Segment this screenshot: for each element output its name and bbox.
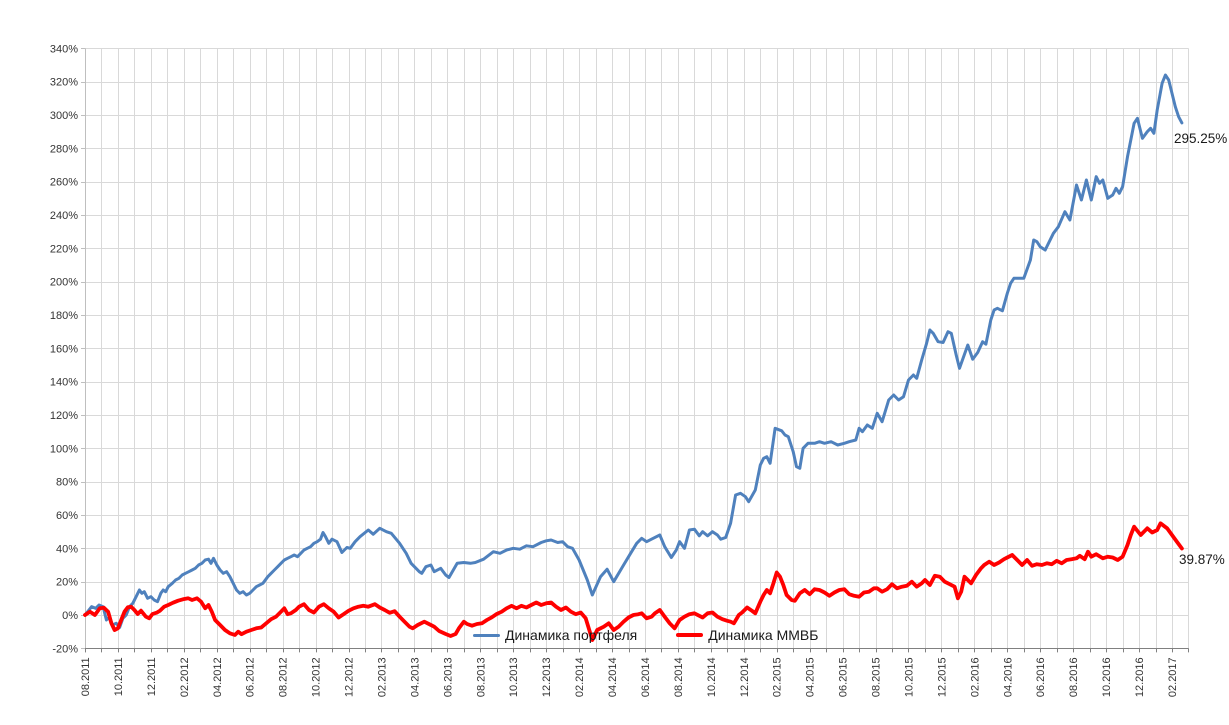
svg-text:06.2015: 06.2015 xyxy=(838,657,850,697)
svg-text:04.2016: 04.2016 xyxy=(1002,657,1014,697)
svg-text:20%: 20% xyxy=(56,577,78,589)
svg-text:280%: 280% xyxy=(50,143,78,155)
svg-text:320%: 320% xyxy=(50,77,78,89)
svg-text:-20%: -20% xyxy=(52,643,78,655)
svg-text:04.2015: 04.2015 xyxy=(805,657,817,697)
svg-text:04.2013: 04.2013 xyxy=(409,657,421,697)
legend-label-portfolio: Динамика портфеля xyxy=(505,627,638,643)
svg-text:02.2013: 02.2013 xyxy=(376,657,388,697)
svg-text:10.2013: 10.2013 xyxy=(508,657,520,697)
x-axis-ticks xyxy=(85,648,1189,653)
svg-text:240%: 240% xyxy=(50,210,78,222)
axis-lines xyxy=(81,48,1189,653)
legend-item-portfolio: Динамика портфеля xyxy=(473,627,637,643)
svg-text:02.2014: 02.2014 xyxy=(574,657,586,697)
svg-text:120%: 120% xyxy=(50,410,78,422)
svg-text:08.2012: 08.2012 xyxy=(278,657,290,697)
svg-text:12.2015: 12.2015 xyxy=(936,657,948,697)
svg-text:12.2012: 12.2012 xyxy=(344,657,356,697)
svg-text:04.2012: 04.2012 xyxy=(212,657,224,697)
svg-text:12.2011: 12.2011 xyxy=(146,657,158,696)
svg-text:10.2016: 10.2016 xyxy=(1101,657,1113,697)
svg-text:100%: 100% xyxy=(50,443,78,455)
svg-text:10.2014: 10.2014 xyxy=(706,657,718,697)
svg-text:10.2011: 10.2011 xyxy=(113,657,125,696)
svg-text:12.2014: 12.2014 xyxy=(739,657,751,697)
svg-text:60%: 60% xyxy=(56,510,78,522)
legend-label-mmvb: Динамика ММВБ xyxy=(708,627,819,643)
svg-text:220%: 220% xyxy=(50,243,78,255)
svg-text:200%: 200% xyxy=(50,277,78,289)
legend-item-mmvb: Динамика ММВБ xyxy=(676,627,818,643)
svg-text:08.2015: 08.2015 xyxy=(871,657,883,697)
legend: Динамика портфеля Динамика ММВБ xyxy=(473,627,818,643)
svg-text:140%: 140% xyxy=(50,377,78,389)
y-axis-labels: 340% 320% 300% 280% 260% 240% 220% 200% 180% 160%… xyxy=(50,43,78,655)
svg-text:08.2011: 08.2011 xyxy=(80,657,92,696)
svg-text:12.2016: 12.2016 xyxy=(1134,657,1146,697)
svg-text:02.2012: 02.2012 xyxy=(179,657,191,697)
svg-text:08.2013: 08.2013 xyxy=(475,657,487,697)
mmvb-line-sample-icon xyxy=(676,633,704,637)
svg-text:0%: 0% xyxy=(62,610,78,622)
portfolio-series-line xyxy=(83,73,1184,629)
mmvb-final-value-label: 39.87% xyxy=(1179,552,1225,567)
svg-text:06.2012: 06.2012 xyxy=(245,657,257,697)
svg-text:06.2016: 06.2016 xyxy=(1035,657,1047,697)
svg-text:06.2013: 06.2013 xyxy=(442,657,454,697)
svg-text:04.2014: 04.2014 xyxy=(607,657,619,697)
svg-text:40%: 40% xyxy=(56,543,78,555)
svg-text:10.2015: 10.2015 xyxy=(903,657,915,697)
svg-text:08.2014: 08.2014 xyxy=(673,657,685,697)
svg-text:260%: 260% xyxy=(50,177,78,189)
svg-text:06.2014: 06.2014 xyxy=(640,657,652,697)
svg-text:300%: 300% xyxy=(50,110,78,122)
portfolio-line-sample-icon xyxy=(473,633,500,637)
y-axis-ticks xyxy=(81,48,85,649)
portfolio-final-value-label: 295.25% xyxy=(1174,131,1228,146)
svg-text:12.2013: 12.2013 xyxy=(541,657,553,697)
svg-text:10.2012: 10.2012 xyxy=(311,657,323,697)
x-axis-labels: 08.2011 10.2011 12.2011 02.2012 04.2012 06.20… xyxy=(80,657,1179,697)
svg-text:180%: 180% xyxy=(50,310,78,322)
svg-text:160%: 160% xyxy=(50,343,78,355)
svg-text:02.2017: 02.2017 xyxy=(1167,657,1179,697)
svg-text:02.2015: 02.2015 xyxy=(772,657,784,697)
svg-text:08.2016: 08.2016 xyxy=(1068,657,1080,697)
svg-text:02.2016: 02.2016 xyxy=(969,657,981,697)
mmvb-series-line xyxy=(83,521,1184,642)
svg-text:80%: 80% xyxy=(56,477,78,489)
svg-text:340%: 340% xyxy=(50,43,78,55)
